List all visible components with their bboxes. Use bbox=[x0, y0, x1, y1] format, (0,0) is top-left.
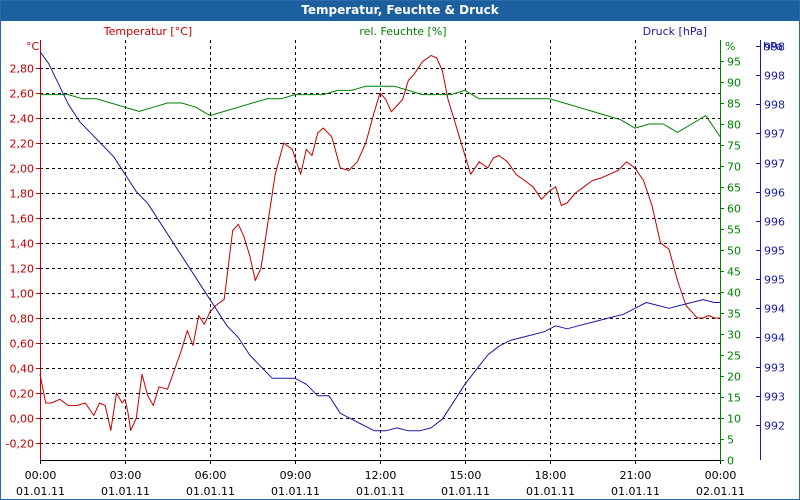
x-tick-label-date: 02.01.11 bbox=[696, 485, 745, 498]
temperature-tick-label: 2,40 bbox=[10, 113, 35, 126]
humidity-axis-label: rel. Feuchte [%] bbox=[359, 25, 446, 38]
temperature-axis-unit: °C bbox=[26, 40, 40, 53]
humidity-tick-label: 5 bbox=[727, 434, 734, 447]
humidity-tick-label: 45 bbox=[727, 266, 741, 279]
temperature-tick-label: 2,80 bbox=[10, 63, 35, 76]
x-tick-label-time: 15:00 bbox=[450, 469, 482, 482]
x-tick-label-date: 01.01.11 bbox=[271, 485, 320, 498]
chart: Temperatur, Feuchte & Druck °C Temperatu… bbox=[0, 0, 800, 500]
humidity-tick-label: 25 bbox=[727, 350, 741, 363]
humidity-tick-label: 10 bbox=[727, 413, 741, 426]
temperature-tick-label: 1,00 bbox=[10, 288, 35, 301]
tick-labels: 00:00 01.01.11 03:00 01.01.11 06:00 01.01.11 0… bbox=[6, 41, 785, 499]
pressure-tick-label: 995 bbox=[764, 245, 785, 258]
x-tick-label-date: 01.01.11 bbox=[101, 485, 150, 498]
pressure-axis-label: Druck [hPa] bbox=[643, 25, 707, 38]
humidity-tick-label: 40 bbox=[727, 287, 741, 300]
x-tick-label-date: 01.01.11 bbox=[356, 485, 405, 498]
humidity-tick-label: 35 bbox=[727, 308, 741, 321]
x-tick-label-time: 03:00 bbox=[110, 469, 142, 482]
temperature-tick-label: 2,20 bbox=[10, 138, 35, 151]
x-tick-label-date: 01.01.11 bbox=[611, 485, 660, 498]
x-tick-label-time: 09:00 bbox=[280, 469, 312, 482]
temperature-tick-label: 1,80 bbox=[10, 188, 35, 201]
humidity-tick-label: 90 bbox=[727, 77, 741, 90]
temperature-tick-label: 0,00 bbox=[10, 413, 35, 426]
humidity-tick-label: 75 bbox=[727, 140, 741, 153]
pressure-tick-label: 998 bbox=[764, 70, 785, 83]
temperature-tick-label: 1,20 bbox=[10, 263, 35, 276]
humidity-tick-label: 55 bbox=[727, 224, 741, 237]
temperature-tick-label: -0,20 bbox=[6, 438, 34, 451]
x-tick-label-date: 01.01.11 bbox=[16, 485, 65, 498]
pressure-tick-label: 995 bbox=[764, 274, 785, 287]
humidity-tick-label: 20 bbox=[727, 371, 741, 384]
temperature-tick-label: 1,60 bbox=[10, 213, 35, 226]
humidity-tick-label: 0 bbox=[727, 455, 734, 468]
temperature-tick-label: 0,60 bbox=[10, 338, 35, 351]
pressure-tick-label: 998 bbox=[764, 99, 785, 112]
humidity-tick-label: 15 bbox=[727, 392, 741, 405]
chart-title: Temperatur, Feuchte & Druck bbox=[301, 3, 499, 17]
x-tick-label-date: 01.01.11 bbox=[526, 485, 575, 498]
humidity-tick-label: 95 bbox=[727, 56, 741, 69]
temperature-tick-label: 0,40 bbox=[10, 363, 35, 376]
humidity-tick-label: 85 bbox=[727, 98, 741, 111]
x-tick-label-time: 21:00 bbox=[620, 469, 652, 482]
temperature-tick-label: 0,80 bbox=[10, 313, 35, 326]
x-tick-label-date: 01.01.11 bbox=[441, 485, 490, 498]
temperature-axis-label: Temperatur [°C] bbox=[103, 25, 192, 38]
gridlines bbox=[40, 40, 720, 460]
x-tick-label-time: 12:00 bbox=[365, 469, 397, 482]
pressure-tick-label: 996 bbox=[764, 216, 785, 229]
pressure-tick-label: 994 bbox=[764, 303, 785, 316]
x-tick-label-time: 00:00 bbox=[25, 469, 57, 482]
x-tick-label-date: 01.01.11 bbox=[186, 485, 235, 498]
humidity-tick-label: 80 bbox=[727, 119, 741, 132]
humidity-tick-label: 30 bbox=[727, 329, 741, 342]
temperature-tick-label: 2,00 bbox=[10, 163, 35, 176]
x-tick-label-time: 00:00 bbox=[705, 469, 737, 482]
temperature-tick-label: 1,40 bbox=[10, 238, 35, 251]
pressure-tick-label: 993 bbox=[764, 362, 785, 375]
x-tick-label-time: 18:00 bbox=[535, 469, 567, 482]
humidity-tick-label: 60 bbox=[727, 203, 741, 216]
humidity-axis-unit: % bbox=[725, 40, 735, 53]
pressure-tick-label: 997 bbox=[764, 128, 785, 141]
pressure-tick-label: 997 bbox=[764, 158, 785, 171]
pressure-tick-label: 996 bbox=[764, 187, 785, 200]
pressure-tick-label: 998 bbox=[764, 41, 785, 54]
pressure-tick-label: 994 bbox=[764, 332, 785, 345]
pressure-tick-label: 993 bbox=[764, 391, 785, 404]
temperature-tick-label: 0,20 bbox=[10, 388, 35, 401]
humidity-tick-label: 65 bbox=[727, 182, 741, 195]
humidity-tick-label: 70 bbox=[727, 161, 741, 174]
humidity-tick-label: 50 bbox=[727, 245, 741, 258]
pressure-tick-label: 992 bbox=[764, 420, 785, 433]
x-tick-label-time: 06:00 bbox=[195, 469, 227, 482]
temperature-tick-label: 2,60 bbox=[10, 88, 35, 101]
